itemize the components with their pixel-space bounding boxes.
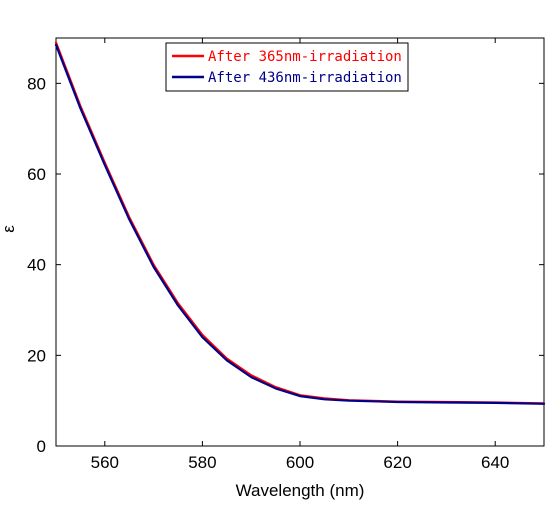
series-line-1 <box>54 43 546 405</box>
x-tick-label: 560 <box>91 453 119 472</box>
legend: After 365nm-irradiation After 436nm-irra… <box>165 42 409 92</box>
legend-entry-365nm: After 365nm-irradiation <box>208 49 402 65</box>
x-axis: 560 580 600 620 640 <box>91 38 509 472</box>
x-tick-label: 620 <box>383 453 411 472</box>
x-tick-label: 580 <box>188 453 216 472</box>
x-axis-label: Wavelength (nm) <box>236 481 365 500</box>
y-tick-label: 0 <box>37 437 46 456</box>
y-axis: 0 20 40 60 80 <box>27 74 544 456</box>
y-tick-label: 60 <box>27 165 46 184</box>
y-tick-label: 80 <box>27 74 46 93</box>
legend-box <box>165 42 409 92</box>
plot-area <box>55 37 545 447</box>
legend-entry-436nm: After 436nm-irradiation <box>208 70 402 86</box>
x-tick-label: 600 <box>286 453 314 472</box>
series-layer <box>54 41 546 405</box>
y-tick-label: 40 <box>27 256 46 275</box>
x-tick-label: 640 <box>481 453 509 472</box>
y-axis-label: ε <box>0 225 18 233</box>
y-tick-label: 20 <box>27 346 46 365</box>
